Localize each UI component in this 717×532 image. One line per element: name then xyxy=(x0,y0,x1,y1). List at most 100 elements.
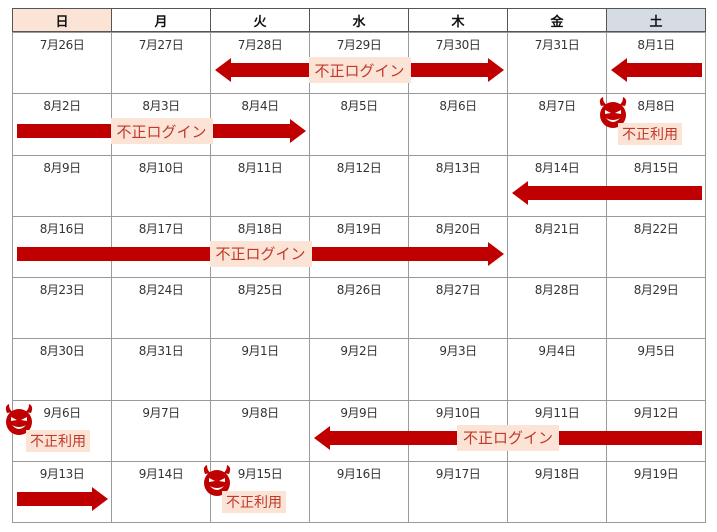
duration-arrow xyxy=(17,486,108,511)
day-cell[interactable]: 8月24日 xyxy=(111,277,211,340)
day-cell[interactable]: 9月17日 xyxy=(408,460,508,523)
date-label: 9月6日 xyxy=(43,405,81,420)
date-label: 9月9日 xyxy=(340,405,378,420)
date-label: 8月25日 xyxy=(237,283,283,297)
date-label: 9月1日 xyxy=(241,344,279,359)
date-label: 8月31日 xyxy=(138,344,184,359)
date-label: 9月5日 xyxy=(637,344,675,359)
devil-icon xyxy=(203,464,231,496)
day-cell[interactable]: 8月23日 xyxy=(12,277,112,340)
weekday-header: 水 xyxy=(309,8,409,32)
weekday-header: 金 xyxy=(507,8,607,32)
calendar: 日月火水木金土 7月26日 7月27日 7月28日 7月29日 7月30日 7月31日 8月1… xyxy=(5,8,706,523)
day-cell[interactable]: 9月14日 xyxy=(111,460,211,523)
day-cell[interactable]: 8月12日 xyxy=(309,154,409,217)
date-label: 9月3日 xyxy=(439,344,477,359)
date-label: 9月16日 xyxy=(336,466,382,481)
duration-arrow xyxy=(611,58,702,82)
day-cell[interactable]: 9月4日 xyxy=(507,338,607,401)
date-label: 8月11日 xyxy=(237,160,283,175)
date-label: 7月30日 xyxy=(435,38,481,52)
date-label: 8月15日 xyxy=(633,160,679,175)
day-cell[interactable]: 8月5日 xyxy=(309,93,409,156)
date-label: 8月23日 xyxy=(39,283,85,297)
date-label: 9月7日 xyxy=(142,405,180,420)
day-cell[interactable]: 8月7日 xyxy=(507,93,607,156)
day-cell[interactable]: 7月26日 xyxy=(12,32,112,95)
day-cell[interactable]: 7月27日 xyxy=(111,32,211,95)
date-label: 7月31日 xyxy=(534,38,580,52)
day-cell[interactable]: 8月30日 xyxy=(12,338,112,401)
day-cell[interactable]: 8月29日 xyxy=(606,277,706,340)
weekday-header: 木 xyxy=(408,8,508,32)
day-cell[interactable]: 8月28日 xyxy=(507,277,607,340)
fraud-login-label: 不正ログイン xyxy=(209,240,312,267)
day-cell[interactable]: 9月1日 xyxy=(210,338,310,401)
date-label: 9月8日 xyxy=(241,405,279,420)
date-label: 9月19日 xyxy=(633,466,679,481)
date-label: 8月6日 xyxy=(439,99,477,114)
day-cell[interactable]: 9月19日 xyxy=(606,460,706,523)
date-label: 9月13日 xyxy=(39,466,85,481)
date-label: 8月14日 xyxy=(534,160,580,175)
day-cell[interactable]: 8月10日 xyxy=(111,154,211,217)
date-label: 9月15日 xyxy=(237,466,283,481)
day-cell[interactable]: 7月31日 xyxy=(507,32,607,95)
date-label: 9月2日 xyxy=(340,344,378,359)
date-label: 9月17日 xyxy=(435,466,481,481)
devil-icon xyxy=(599,97,627,129)
day-cell[interactable]: 8月6日 xyxy=(408,93,508,156)
date-label: 8月2日 xyxy=(43,99,81,114)
fraud-use-label: 不正利用 xyxy=(222,490,286,513)
day-cell[interactable]: 8月11日 xyxy=(210,154,310,217)
day-cell[interactable]: 9月16日 xyxy=(309,460,409,523)
date-label: 8月13日 xyxy=(435,160,481,175)
duration-arrow xyxy=(512,180,702,205)
date-label: 9月12日 xyxy=(633,405,679,420)
day-cell[interactable]: 8月27日 xyxy=(408,277,508,340)
day-cell[interactable]: 8月22日 xyxy=(606,215,706,278)
date-label: 8月28日 xyxy=(534,283,580,297)
fraud-login-label: 不正ログイン xyxy=(110,118,213,145)
date-label: 8月9日 xyxy=(43,160,81,175)
date-label: 8月27日 xyxy=(435,283,481,297)
date-label: 8月21日 xyxy=(534,221,580,236)
fraud-login-label: 不正ログイン xyxy=(457,424,560,451)
day-cell[interactable]: 9月7日 xyxy=(111,399,211,462)
date-label: 8月19日 xyxy=(336,221,382,236)
date-label: 7月26日 xyxy=(39,38,85,52)
date-label: 8月8日 xyxy=(637,99,675,114)
day-cell[interactable]: 8月21日 xyxy=(507,215,607,278)
date-label: 8月17日 xyxy=(138,221,184,236)
date-label: 8月7日 xyxy=(538,99,576,114)
day-cell[interactable]: 9月18日 xyxy=(507,460,607,523)
day-cell[interactable]: 9月8日 xyxy=(210,399,310,462)
date-label: 9月10日 xyxy=(435,405,481,420)
date-label: 8月20日 xyxy=(435,221,481,236)
devil-icon xyxy=(5,403,33,435)
date-label: 8月18日 xyxy=(237,221,283,236)
date-label: 7月27日 xyxy=(138,38,184,52)
weekday-header: 火 xyxy=(210,8,310,32)
day-cell[interactable]: 8月31日 xyxy=(111,338,211,401)
date-label: 8月29日 xyxy=(633,283,679,297)
day-cell[interactable]: 8月13日 xyxy=(408,154,508,217)
fraud-use-label: 不正利用 xyxy=(26,429,90,452)
weekday-header: 日 xyxy=(12,8,112,32)
day-cell[interactable]: 8月25日 xyxy=(210,277,310,340)
day-cell[interactable]: 8月26日 xyxy=(309,277,409,340)
date-label: 9月14日 xyxy=(138,466,184,481)
fraud-login-label: 不正ログイン xyxy=(308,57,411,83)
day-cell[interactable]: 9月2日 xyxy=(309,338,409,401)
date-label: 8月16日 xyxy=(39,221,85,236)
date-label: 8月10日 xyxy=(138,160,184,175)
date-label: 8月22日 xyxy=(633,221,679,236)
date-label: 8月30日 xyxy=(39,344,85,359)
day-cell[interactable]: 8月9日 xyxy=(12,154,112,217)
date-label: 8月26日 xyxy=(336,283,382,297)
day-cell[interactable]: 9月5日 xyxy=(606,338,706,401)
weekday-header: 土 xyxy=(606,8,706,32)
date-label: 8月5日 xyxy=(340,99,378,114)
day-cell[interactable]: 9月3日 xyxy=(408,338,508,401)
date-label: 8月12日 xyxy=(336,160,382,175)
